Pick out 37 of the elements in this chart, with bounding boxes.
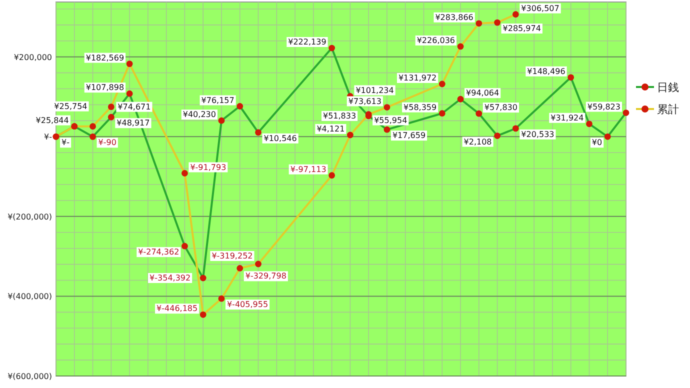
label-box: ¥17,659	[390, 130, 428, 141]
legend-label: 累計	[657, 103, 679, 116]
label-box: ¥148,496	[526, 66, 567, 76]
label-box: ¥-319,252	[210, 251, 254, 261]
label-box: ¥20,533	[520, 129, 556, 140]
label-box: ¥94,064	[464, 88, 501, 98]
label-box: ¥-354,392	[148, 273, 192, 284]
label-box: ¥57,830	[482, 102, 519, 113]
label-box: ¥306,507	[520, 3, 561, 14]
label-box: ¥48,917	[115, 118, 152, 128]
label-box: ¥40,230	[181, 110, 218, 120]
label-box: ¥285,974	[501, 24, 542, 34]
label-box: ¥-91,793	[188, 162, 228, 172]
label-box: ¥107,898	[84, 82, 126, 93]
label-box: ¥0	[590, 138, 604, 148]
label-box: ¥-405,955	[225, 300, 270, 310]
legend-label: 日銭	[657, 81, 679, 94]
label-box: ¥222,139	[286, 37, 328, 48]
y-tick-label: ¥-	[44, 132, 52, 142]
label-box: ¥74,671	[116, 102, 152, 112]
y-tick-label: ¥(600,000)	[8, 372, 52, 381]
label-box: ¥-	[60, 138, 72, 148]
label-box: ¥58,359	[402, 102, 438, 112]
label-box: ¥-446,185	[155, 304, 200, 314]
label-box: ¥-90	[96, 138, 118, 148]
y-tick-label: ¥(200,000)	[8, 212, 52, 222]
label-box: ¥101,234	[354, 85, 396, 96]
label-box: ¥-274,362	[136, 247, 181, 258]
label-box: ¥4,121	[315, 124, 346, 134]
y-tick-label: ¥(400,000)	[8, 292, 52, 302]
label-box: ¥-329,798	[244, 271, 288, 282]
label-box: ¥55,954	[372, 115, 409, 126]
label-box: ¥31,924	[549, 112, 586, 123]
label-box: ¥283,866	[434, 12, 475, 22]
label-box: ¥25,844	[34, 115, 70, 126]
label-box: ¥25,754	[52, 101, 89, 112]
y-tick-label: ¥200,000	[14, 52, 52, 62]
